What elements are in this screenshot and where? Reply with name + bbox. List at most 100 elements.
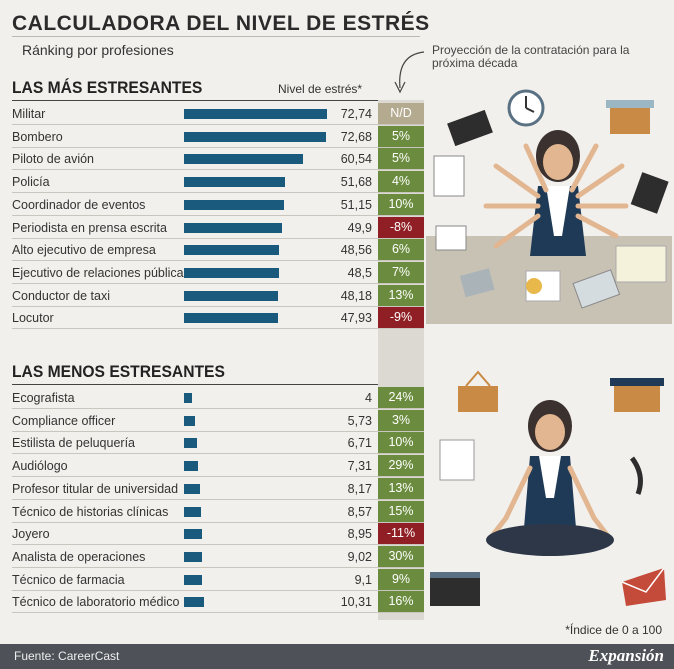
value-label: 8,17	[347, 481, 372, 496]
projection-note: Proyección de la contratación para la pr…	[432, 43, 630, 70]
projection-label: 5%	[378, 148, 424, 170]
table-row: Estilista de peluquería 6,71 10%	[12, 432, 424, 455]
bar	[184, 415, 196, 426]
footnote: *Índice de 0 a 100	[565, 623, 662, 637]
table-row: Bombero 72,68 5%	[12, 125, 424, 148]
table-row: Coordinador de eventos 51,15 10%	[12, 193, 424, 216]
projection-label: 29%	[378, 455, 424, 477]
bar	[184, 574, 202, 585]
bar	[184, 290, 279, 301]
value-label: 10,31	[340, 595, 372, 610]
section-divider-least	[12, 384, 378, 385]
bar	[184, 313, 278, 324]
projection-label: 15%	[378, 500, 424, 522]
value-label: 51,68	[340, 175, 372, 190]
value-label: 7,31	[347, 459, 372, 474]
value-label: 51,15	[340, 197, 372, 212]
bar	[184, 529, 202, 540]
table-row: Técnico de laboratorio médico 10,31 16%	[12, 591, 424, 614]
category-label: Técnico de historias clínicas	[12, 504, 169, 519]
table-row: Ecografista 4 24%	[12, 387, 424, 409]
category-label: Ecografista	[12, 391, 75, 405]
bar	[184, 177, 286, 188]
projection-label: 16%	[378, 591, 424, 613]
value-label: 49,9	[347, 220, 372, 235]
table-row: Conductor de taxi 48,18 13%	[12, 284, 424, 307]
chart-title: CALCULADORA DEL NIVEL DE ESTRÉS	[12, 12, 430, 35]
projection-label: 13%	[378, 477, 424, 499]
bar	[184, 461, 199, 472]
brand-logo: Expansión	[588, 646, 664, 665]
projection-label: 10%	[378, 432, 424, 454]
table-row: Ejecutivo de relaciones públicas 48,5 7%	[12, 261, 424, 284]
projection-label: N/D	[378, 103, 424, 124]
table-row: Técnico de farmacia 9,1 9%	[12, 568, 424, 591]
table-row: Policía 51,68 4%	[12, 171, 424, 194]
table-row: Analista de operaciones 9,02 30%	[12, 545, 424, 568]
category-label: Compliance officer	[12, 413, 116, 428]
table-row: Locutor 47,93 -9%	[12, 307, 424, 330]
bar	[184, 597, 205, 608]
stressed-worker-illustration	[426, 89, 672, 324]
value-label: 8,95	[347, 527, 372, 542]
bar	[184, 393, 192, 403]
category-label: Técnico de farmacia	[12, 572, 125, 587]
section-title-least: LAS MENOS ESTRESANTES	[12, 362, 225, 381]
bar	[184, 245, 280, 256]
projection-label: -11%	[378, 523, 424, 545]
bar	[184, 222, 282, 233]
value-label: 9,02	[347, 549, 372, 564]
bar	[184, 199, 285, 210]
value-label: 9,1	[354, 572, 372, 587]
table-row: Compliance officer 5,73 3%	[12, 409, 424, 432]
value-label: 5,73	[347, 413, 372, 428]
category-label: Bombero	[12, 129, 63, 144]
projection-label: 30%	[378, 545, 424, 567]
table-row: Piloto de avión 60,54 5%	[12, 148, 424, 171]
category-label: Técnico de laboratorio médico	[12, 595, 180, 610]
chart-subtitle: Ránking por profesiones	[22, 42, 174, 58]
category-label: Conductor de taxi	[12, 288, 110, 303]
bar	[184, 131, 327, 142]
bar	[184, 267, 280, 278]
footer-bar: Fuente: CareerCast Expansión	[0, 644, 674, 669]
category-label: Profesor titular de universidad	[12, 481, 179, 496]
category-label: Piloto de avión	[12, 152, 95, 167]
table-row: Alto ejecutivo de empresa 48,56 6%	[12, 239, 424, 262]
value-label: 4	[365, 391, 372, 405]
projection-label: 13%	[378, 284, 424, 306]
bar	[184, 109, 327, 119]
projection-label: 10%	[378, 193, 424, 215]
category-label: Alto ejecutivo de empresa	[12, 243, 156, 258]
value-label: 48,56	[340, 243, 372, 258]
value-label: 47,93	[340, 311, 372, 326]
table-row: Joyero 8,95 -11%	[12, 523, 424, 546]
category-label: Estilista de peluquería	[12, 436, 135, 451]
value-label: 72,68	[340, 129, 372, 144]
projection-label: 6%	[378, 239, 424, 261]
category-label: Militar	[12, 107, 46, 121]
projection-label: 3%	[378, 409, 424, 431]
table-row: Técnico de historias clínicas 8,57 15%	[12, 500, 424, 523]
projection-label: 7%	[378, 261, 424, 283]
category-label: Ejecutivo de relaciones públicas	[12, 265, 190, 280]
section-divider-most	[12, 100, 378, 101]
curved-arrow-icon	[394, 51, 425, 94]
category-label: Locutor	[12, 311, 54, 326]
source-label: Fuente: CareerCast	[14, 649, 120, 663]
projection-label: -9%	[378, 307, 424, 329]
projection-label: 9%	[378, 568, 424, 590]
projection-label: 5%	[378, 125, 424, 147]
projection-label: -8%	[378, 216, 424, 238]
bar	[184, 551, 202, 562]
table-row: Militar 72,74 N/D	[12, 103, 424, 125]
bar	[184, 438, 198, 449]
title-divider	[12, 36, 420, 37]
category-label: Periodista en prensa escrita	[12, 220, 167, 235]
value-label: 8,57	[347, 504, 372, 519]
category-label: Joyero	[12, 527, 50, 542]
category-label: Coordinador de eventos	[12, 197, 146, 212]
table-row: Profesor titular de universidad 8,17 13%	[12, 477, 424, 500]
value-label: 72,74	[340, 107, 372, 121]
category-label: Policía	[12, 175, 50, 190]
